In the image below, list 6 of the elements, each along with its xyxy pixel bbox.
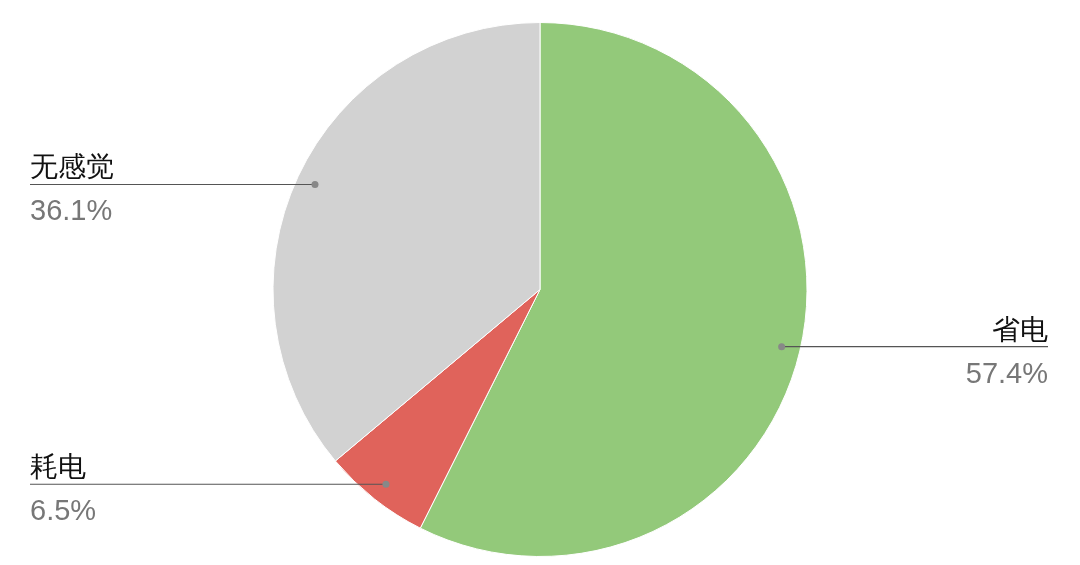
slice-label: 省电 <box>992 312 1048 346</box>
data-label: 36.1% <box>30 194 113 227</box>
data-label: 57.4% <box>965 356 1048 389</box>
data-label: 6.5% <box>30 494 97 527</box>
slice-label: 耗电 <box>30 450 86 484</box>
slice-label: 无感觉 <box>30 150 114 184</box>
